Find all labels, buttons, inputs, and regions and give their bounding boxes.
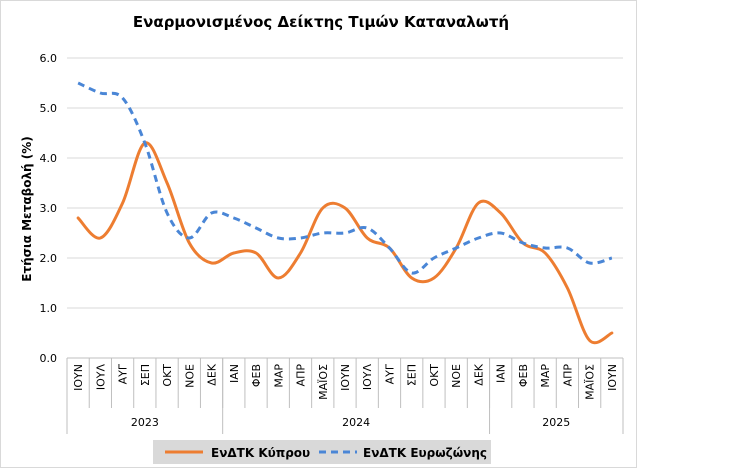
- year-label: 2025: [542, 416, 570, 429]
- x-tick-label: ΙΟΥΝ: [72, 364, 85, 391]
- series-line-cyprus: [76, 141, 614, 345]
- x-tick-label: ΟΚΤ: [161, 364, 174, 387]
- series-layer: [76, 81, 614, 345]
- x-tick-label: ΜΑΡ: [272, 364, 285, 388]
- x-tick-label: ΣΕΠ: [139, 364, 152, 386]
- x-tick-label: ΣΕΠ: [406, 364, 419, 386]
- y-tick-label: 4.0: [40, 152, 58, 165]
- x-tick-label: ΜΑΪΟΣ: [584, 364, 597, 400]
- x-tick-label: ΦΕΒ: [517, 364, 530, 387]
- x-tick-label: ΝΟΕ: [450, 364, 463, 388]
- chart-area: Εναρμονισμένος Δείκτης Τιμών Καταναλωτή …: [0, 0, 637, 468]
- legend-label: ΕνΔΤΚ Κύπρου: [211, 446, 310, 460]
- x-tick-label: ΙΟΥΝ: [339, 364, 352, 391]
- series-line-eurozone: [77, 81, 613, 275]
- x-tick-label: ΑΠΡ: [561, 364, 574, 387]
- y-tick-label: 3.0: [40, 202, 58, 215]
- x-tick-label: ΑΠΡ: [295, 364, 308, 387]
- x-tick-label: ΙΑΝ: [228, 364, 241, 383]
- legend: ΕνΔΤΚ Κύπρου ΕνΔΤΚ Ευρωζώνης: [153, 440, 491, 464]
- y-tick-label: 6.0: [40, 52, 58, 65]
- x-tick-label: ΜΑΪΟΣ: [317, 364, 330, 400]
- axis-layer: 0.0 1.0 2.0 3.0 4.0 5.0 6.0 ΙΟΥΝ ΙΟΥΛ ΑΥΓ ΣΕΠ ΟΚΤ ΝΟ…: [40, 52, 624, 434]
- grid-layer: [67, 57, 623, 309]
- x-tick-label: ΑΥΓ: [117, 363, 130, 384]
- legend-label: ΕνΔΤΚ Ευρωζώνης: [363, 446, 487, 460]
- year-label: 2023: [131, 416, 159, 429]
- chart-title: Εναρμονισμένος Δείκτης Τιμών Καταναλωτή: [133, 13, 509, 31]
- x-tick-label: ΟΚΤ: [428, 364, 441, 387]
- x-tick-label: ΔΕΚ: [206, 363, 219, 385]
- x-tick-label: ΦΕΒ: [250, 364, 263, 387]
- x-tick-label: ΙΟΥΛ: [94, 364, 107, 391]
- year-label: 2024: [342, 416, 370, 429]
- chart-svg: Εναρμονισμένος Δείκτης Τιμών Καταναλωτή …: [20, 13, 624, 464]
- y-tick-label: 2.0: [40, 252, 58, 265]
- x-tick-label: ΜΑΡ: [539, 364, 552, 388]
- x-tick-label: ΔΕΚ: [472, 363, 485, 385]
- x-tick-label: ΙΟΥΝ: [606, 364, 619, 391]
- x-tick-label: ΑΥΓ: [383, 363, 396, 384]
- y-tick-label: 5.0: [40, 102, 58, 115]
- y-axis-label: Ετήσια Μεταβολή (%): [20, 136, 34, 282]
- x-tick-label: ΙΟΥΛ: [361, 364, 374, 391]
- x-tick-label: ΝΟΕ: [183, 364, 196, 388]
- y-tick-label: 0.0: [40, 352, 58, 365]
- y-tick-label: 1.0: [40, 302, 58, 315]
- x-tick-label: ΙΑΝ: [495, 364, 508, 383]
